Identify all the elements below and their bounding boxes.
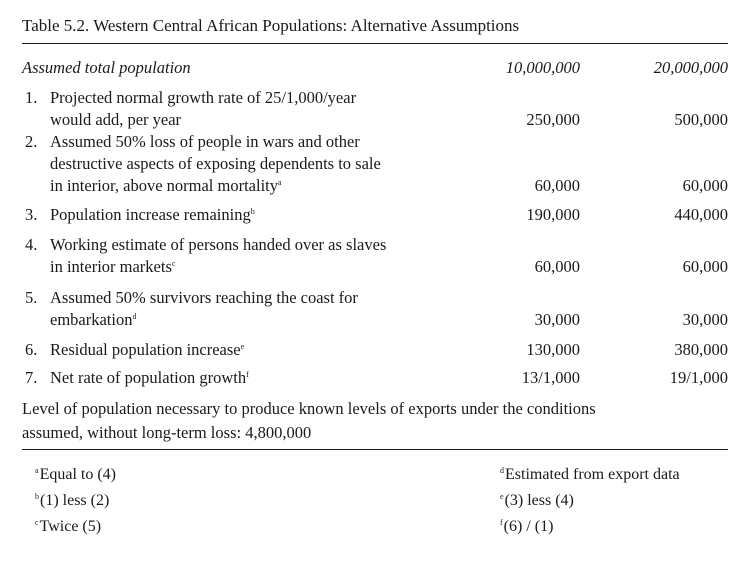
row-number: 5. <box>25 288 38 307</box>
row-value-10m: 190,000 <box>526 205 580 224</box>
footnote: f(6) / (1) <box>500 518 554 535</box>
footnote-marker: d <box>132 312 137 321</box>
row-label-line: embarkationd <box>50 310 137 329</box>
row-number: 1. <box>25 88 38 107</box>
footnote: cTwice (5) <box>35 518 102 535</box>
row-value-20m: 500,000 <box>674 110 728 129</box>
row-value-10m: 250,000 <box>526 110 580 129</box>
footnote-marker: b <box>250 207 255 216</box>
row-value-10m: 60,000 <box>534 257 580 276</box>
table-row: 6. Residual population increasee 130,000… <box>0 340 751 362</box>
row-value-10m: 130,000 <box>526 340 580 359</box>
row-number: 6. <box>25 340 38 359</box>
bottom-rule <box>22 449 728 450</box>
footnote-marker: f <box>246 370 249 379</box>
footnote-marker: e <box>240 342 245 351</box>
row-value-10m: 60,000 <box>534 176 580 195</box>
row-label-line: would add, per year <box>50 110 182 129</box>
header-col-10m: 10,000,000 <box>505 58 580 77</box>
row-value-20m: 60,000 <box>682 176 728 195</box>
row-value-20m: 60,000 <box>682 257 728 276</box>
footnote: e(3) less (4) <box>500 492 574 509</box>
summary-line: Level of population necessary to produce… <box>22 399 596 418</box>
row-label-line: Assumed 50% loss of people in wars and o… <box>50 132 360 151</box>
header-col-20m: 20,000,000 <box>653 58 728 77</box>
row-label-line: in interior marketsc <box>50 257 176 276</box>
row-number: 7. <box>25 368 38 387</box>
table-row: 2. Assumed 50% loss of people in wars an… <box>0 132 751 198</box>
footnote-marker: a <box>278 178 282 187</box>
row-label-line: Projected normal growth rate of 25/1,000… <box>50 88 357 107</box>
row-label-line: Assumed 50% survivors reaching the coast… <box>50 288 358 307</box>
row-label-line: Residual population increasee <box>50 340 245 359</box>
row-value-20m: 30,000 <box>682 310 728 329</box>
table-caption: Table 5.2. Western Central African Popul… <box>22 16 520 35</box>
row-value-10m: 13/1,000 <box>521 368 580 387</box>
row-label-line: in interior, above normal mortalitya <box>50 176 282 195</box>
table-row: 7. Net rate of population growthf 13/1,0… <box>0 368 751 390</box>
table-row: 4. Working estimate of persons handed ov… <box>0 235 751 279</box>
row-value-10m: 30,000 <box>534 310 580 329</box>
row-number: 3. <box>25 205 38 224</box>
row-label-line: Net rate of population growthf <box>50 368 249 387</box>
row-value-20m: 440,000 <box>674 205 728 224</box>
row-value-20m: 19/1,000 <box>669 368 728 387</box>
table-row: 3. Population increase remainingb 190,00… <box>0 205 751 227</box>
footnote: aEqual to (4) <box>35 466 116 483</box>
footnote: b(1) less (2) <box>35 492 110 509</box>
summary-line: assumed, without long-term loss: 4,800,0… <box>22 423 312 442</box>
row-label-line: Working estimate of persons handed over … <box>50 235 387 254</box>
row-number: 2. <box>25 132 38 151</box>
header-label: Assumed total population <box>22 58 191 77</box>
row-number: 4. <box>25 235 38 254</box>
top-rule <box>22 43 728 44</box>
row-label-line: Population increase remainingb <box>50 205 255 224</box>
table-row: 1. Projected normal growth rate of 25/1,… <box>0 88 751 132</box>
row-value-20m: 380,000 <box>674 340 728 359</box>
row-label-line: destructive aspects of exposing dependen… <box>50 154 381 173</box>
footnote: dEstimated from export data <box>500 466 680 483</box>
footnote-marker: c <box>171 259 176 268</box>
table-row: 5. Assumed 50% survivors reaching the co… <box>0 288 751 332</box>
